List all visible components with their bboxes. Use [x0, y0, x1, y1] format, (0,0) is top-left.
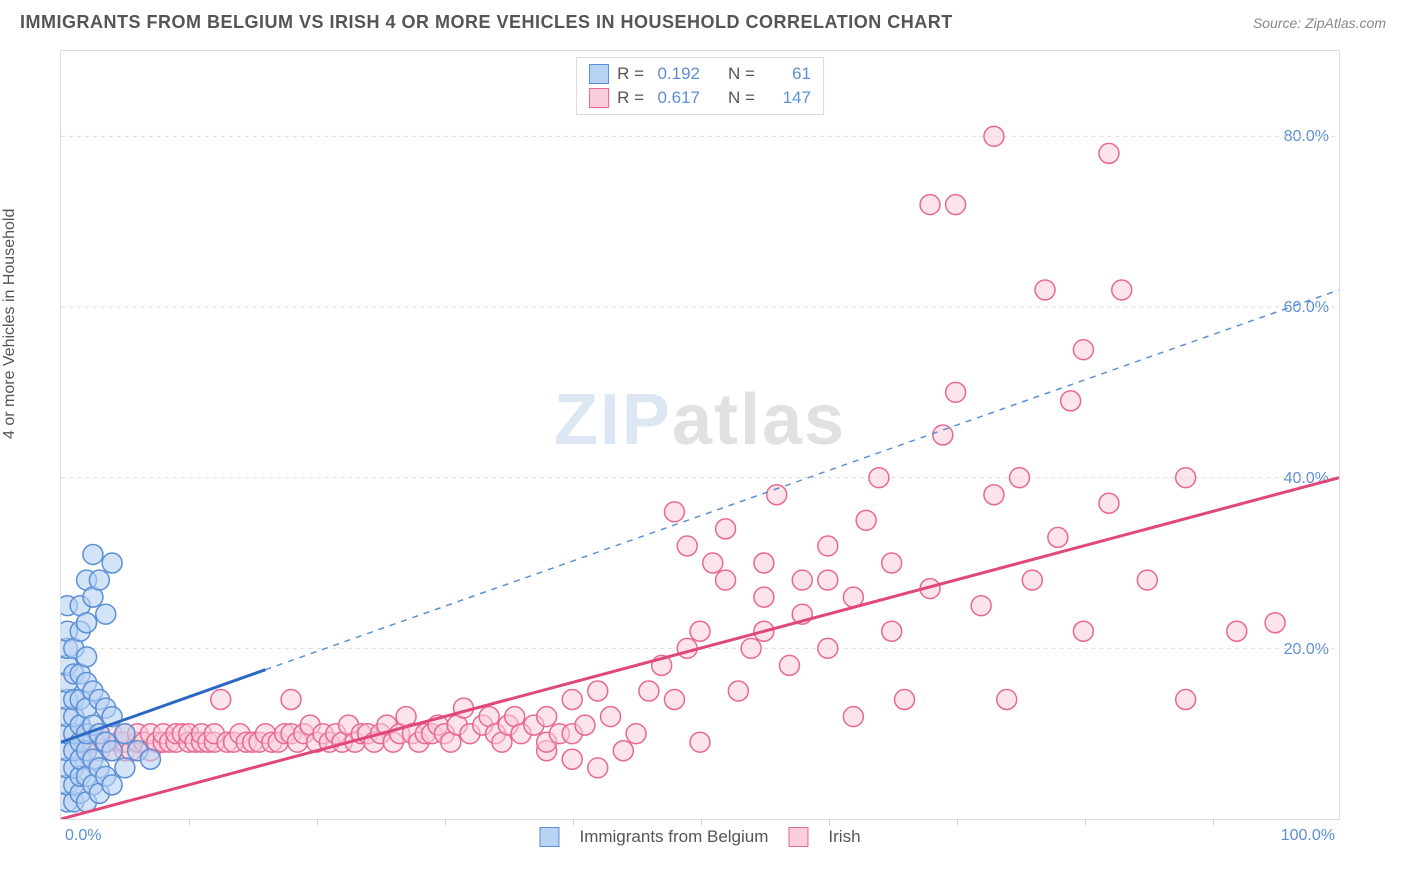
- x-tick: [1213, 819, 1214, 825]
- swatch-irish: [589, 88, 609, 108]
- scatter-svg: [61, 51, 1339, 819]
- r-label: R =: [617, 64, 644, 84]
- n-value-irish: 147: [763, 88, 811, 108]
- n-value-belgium: 61: [763, 64, 811, 84]
- x-tick: [445, 819, 446, 825]
- swatch-irish-bottom: [788, 827, 808, 847]
- chart-title: IMMIGRANTS FROM BELGIUM VS IRISH 4 OR MO…: [20, 12, 953, 33]
- source-label: Source: ZipAtlas.com: [1253, 15, 1386, 31]
- chart-plot-area: ZIPatlas R = 0.192 N = 61 R = 0.617 N = …: [60, 50, 1340, 820]
- swatch-belgium-bottom: [539, 827, 559, 847]
- x-tick: [317, 819, 318, 825]
- r-value-irish: 0.617: [652, 88, 700, 108]
- legend-row-irish: R = 0.617 N = 147: [589, 86, 811, 110]
- legend-stats: R = 0.192 N = 61 R = 0.617 N = 147: [576, 57, 824, 115]
- x-tick: [701, 819, 702, 825]
- x-tick: [829, 819, 830, 825]
- x-tick: [1085, 819, 1086, 825]
- swatch-belgium: [589, 64, 609, 84]
- y-axis-label: 4 or more Vehicles in Household: [1, 209, 19, 439]
- x-label-max: 100.0%: [1281, 827, 1335, 845]
- legend-label-irish: Irish: [828, 827, 860, 847]
- x-tick: [957, 819, 958, 825]
- legend-label-belgium: Immigrants from Belgium: [579, 827, 768, 847]
- r-label: R =: [617, 88, 644, 108]
- n-label: N =: [728, 88, 755, 108]
- x-label-min: 0.0%: [65, 827, 101, 845]
- legend-series: Immigrants from Belgium Irish: [539, 827, 860, 847]
- n-label: N =: [728, 64, 755, 84]
- r-value-belgium: 0.192: [652, 64, 700, 84]
- x-tick: [573, 819, 574, 825]
- x-tick: [189, 819, 190, 825]
- legend-row-belgium: R = 0.192 N = 61: [589, 62, 811, 86]
